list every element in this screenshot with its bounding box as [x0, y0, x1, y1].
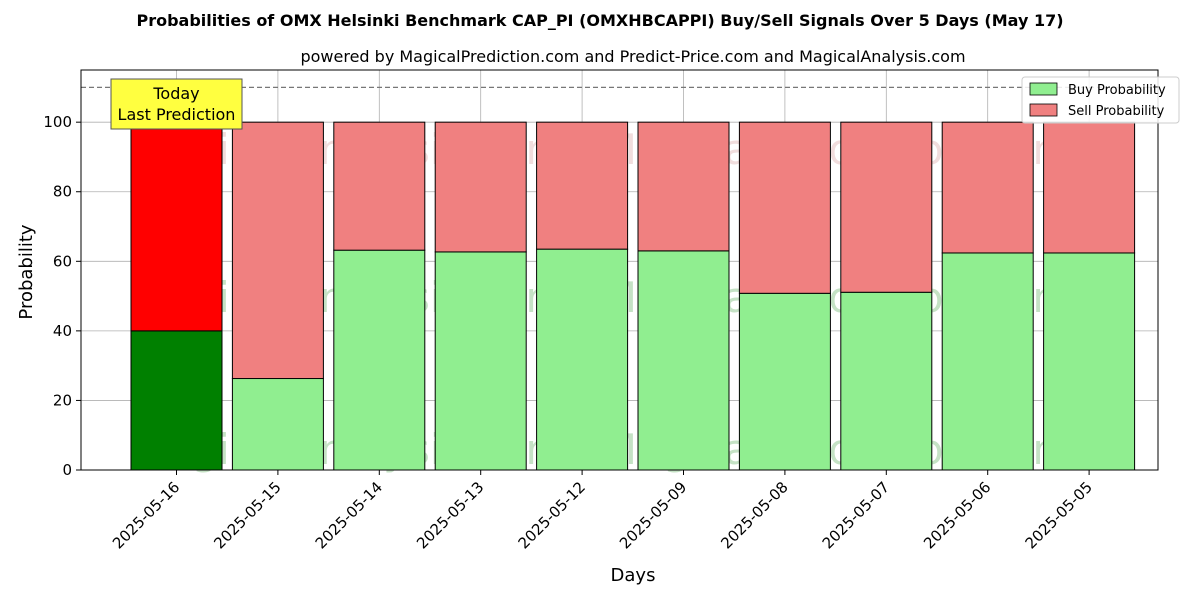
annotation-line1: Today: [152, 84, 199, 103]
bar-buy: [637, 250, 730, 471]
y-tick-label: 20: [53, 391, 72, 409]
bar-sell: [536, 121, 629, 250]
x-tick-label: 2025-05-15: [210, 478, 284, 552]
bar-sell: [130, 121, 223, 332]
x-tick-label: 2025-05-14: [312, 478, 386, 552]
legend-label-sell: Sell Probability: [1068, 104, 1165, 119]
annotation-line2: Last Prediction: [118, 105, 236, 124]
legend-frame: [1021, 76, 1180, 124]
y-tick-label: 100: [43, 113, 72, 131]
y-tick-label: 0: [62, 461, 72, 479]
bar-buy: [536, 248, 629, 471]
bar-buy: [1043, 252, 1136, 471]
bar-sell: [637, 121, 730, 252]
plot-frame: [80, 69, 1159, 471]
x-tick-label: 2025-05-12: [515, 478, 589, 552]
bar-layer: [130, 121, 1136, 471]
bar-buy: [231, 378, 324, 471]
bar-sell: [738, 121, 831, 294]
bar-buy: [130, 330, 223, 471]
bar-sell: [941, 121, 1034, 254]
y-tick-label: 60: [53, 252, 72, 270]
bar-buy: [941, 252, 1034, 471]
x-axis-label: Days: [611, 565, 656, 586]
y-axis-label: Probability: [16, 224, 37, 319]
bar-sell: [840, 121, 933, 293]
legend-swatch-buy: [1029, 82, 1058, 96]
bar-buy: [840, 291, 933, 471]
x-tick-label: 2025-05-13: [413, 478, 487, 552]
bar-buy: [434, 251, 527, 471]
bar-buy: [333, 249, 426, 471]
annotation-box: [110, 78, 243, 130]
x-tick-label: 2025-05-08: [717, 478, 791, 552]
x-tick-label: 2025-05-16: [109, 478, 183, 552]
bar-sell: [1043, 121, 1136, 254]
x-tick-label: 2025-05-07: [819, 478, 893, 552]
bar-sell: [231, 121, 324, 380]
chart-title: Probabilities of OMX Helsinki Benchmark …: [136, 11, 1063, 30]
chart-subtitle: powered by MagicalPrediction.com and Pre…: [300, 47, 965, 66]
y-tick-label: 80: [53, 183, 72, 201]
legend-label-buy: Buy Probability: [1068, 83, 1166, 98]
legend: Buy Probability Sell Probability: [1021, 76, 1180, 124]
legend-swatch-sell: [1029, 103, 1058, 117]
bar-buy: [738, 292, 831, 471]
today-annotation: Today Last Prediction: [110, 78, 243, 130]
y-tick-label: 40: [53, 322, 72, 340]
bar-sell: [434, 121, 527, 253]
x-tick-label: 2025-05-06: [920, 478, 994, 552]
bar-sell: [333, 121, 426, 251]
x-tick-label: 2025-05-09: [616, 478, 690, 552]
x-tick-label: 2025-05-05: [1022, 478, 1096, 552]
